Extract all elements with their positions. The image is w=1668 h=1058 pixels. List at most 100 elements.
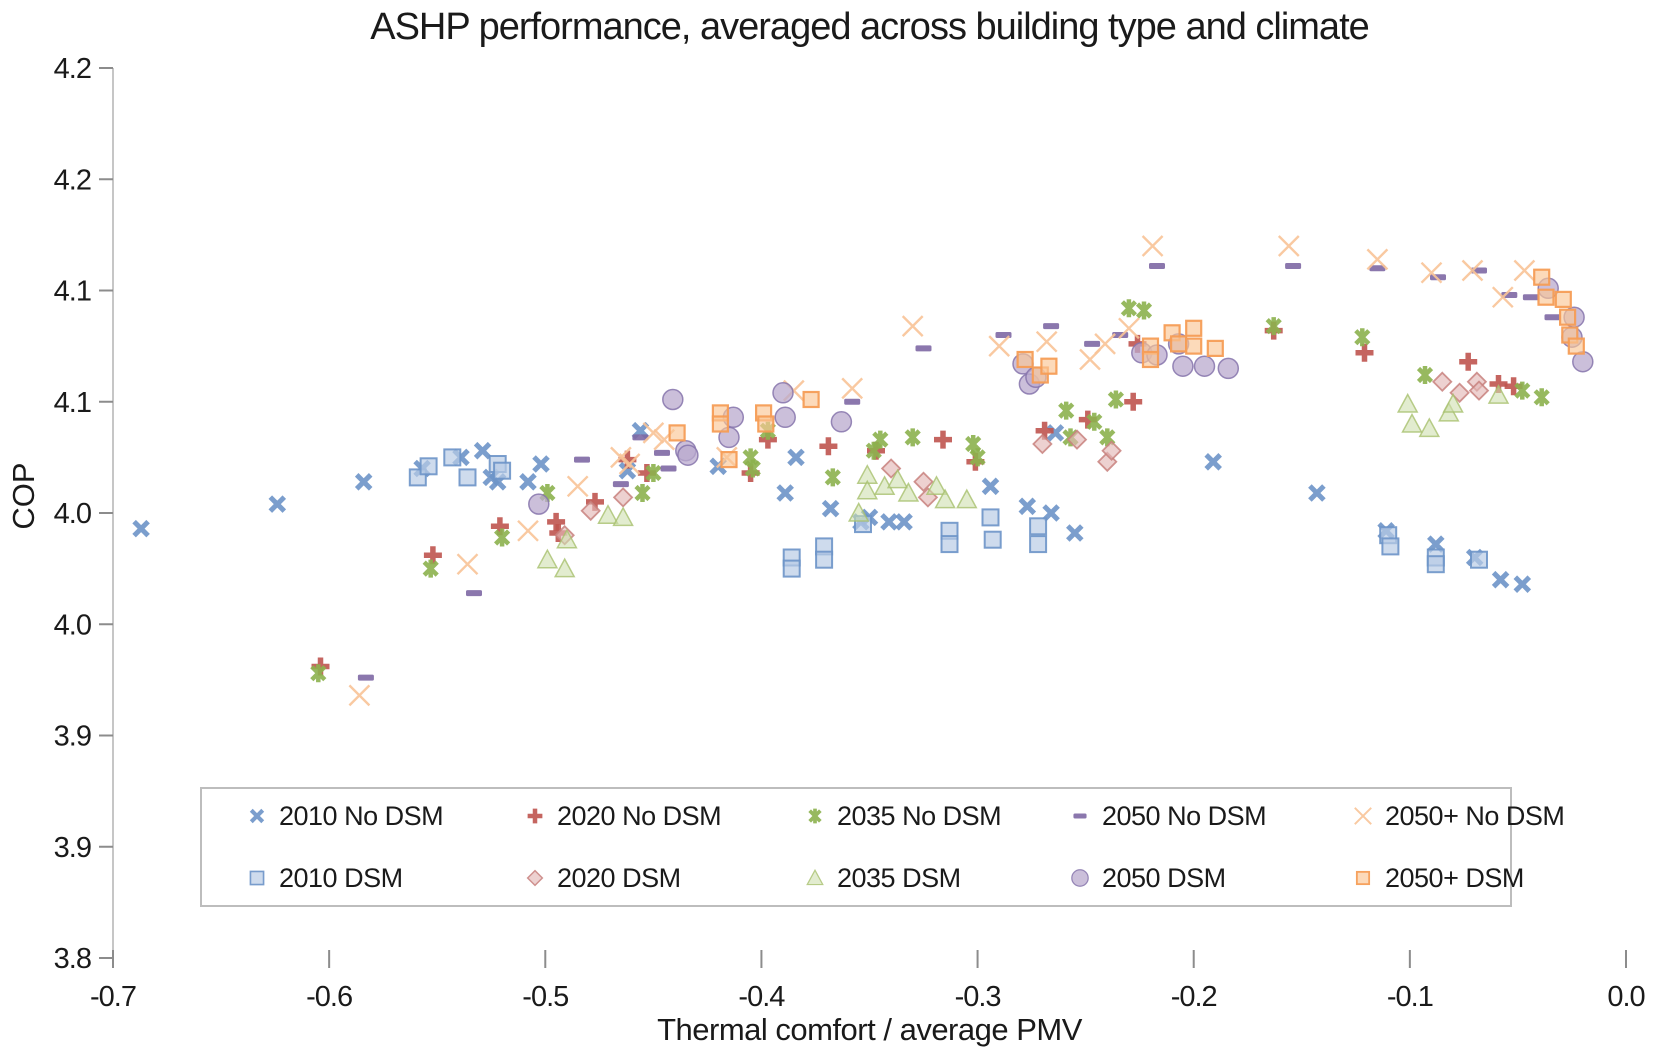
data-point-2050plus-no-dsm [1141,235,1164,257]
data-point-2050plus-dsm [1185,337,1203,355]
y-tick-label: 4.1 [54,276,91,308]
data-point-2050plus-no-dsm [566,475,589,498]
data-point-2010-no-dsm [880,513,898,531]
data-point-2050-no-dsm [1522,294,1539,301]
data-point-2050plus-no-dsm [618,453,641,475]
legend-label-2050plus-no-dsm: 2050+ No DSM [1385,800,1565,831]
data-point-2050-no-dsm [1544,314,1561,321]
x-tick-label: 0.0 [1607,981,1644,1013]
data-point-2050plus-no-dsm [610,446,632,469]
y-tick-label: 4.0 [54,498,91,530]
data-point-2035-no-dsm [1086,412,1103,431]
data-point-2050plus-dsm [720,451,738,469]
x-tick-label: -0.3 [955,981,1001,1013]
data-point-2010-dsm [782,559,801,578]
data-point-2035-dsm [934,488,956,509]
data-point-2050-no-dsm [632,434,649,441]
chart-title: ASHP performance, averaged across buildi… [370,6,1370,48]
data-point-2020-dsm [580,500,601,522]
data-point-2050-dsm [1217,357,1240,380]
data-point-2035-no-dsm [1058,401,1075,420]
data-point-2050plus-no-dsm [348,684,371,707]
data-point-2035-no-dsm [634,484,651,502]
data-point-2010-no-dsm [132,519,150,538]
data-point-2035-dsm [847,501,870,522]
data-point-2050-no-dsm [612,481,629,488]
y-tick-label: 3.9 [54,721,91,753]
y-tick-label: 4.2 [54,53,91,85]
y-tick-label: 4.2 [54,164,91,196]
data-point-2010-dsm [443,448,462,467]
diamond-icon [526,869,544,887]
data-point-2010-no-dsm [519,473,537,491]
data-point-2035-dsm [856,479,879,500]
data-point-2050plus-dsm [1554,290,1572,308]
data-point-2050-dsm [774,406,796,429]
data-point-2020-no-dsm [934,430,952,449]
data-point-2050plus-dsm [1567,337,1585,355]
data-point-2035-no-dsm [872,430,889,449]
x-tick-label: -0.4 [738,981,785,1013]
data-point-2050-dsm [772,382,794,404]
data-point-2010-no-dsm [532,455,550,473]
legend-item-2050-no-dsm: 2050 No DSM [1067,799,1267,833]
data-point-2050plus-dsm [1141,350,1160,369]
data-point-2035-no-dsm [1514,381,1531,400]
y-tick-label: 3.8 [54,943,91,975]
x-tick-label: -0.6 [306,981,352,1013]
data-point-2010-no-dsm [1513,575,1532,593]
data-point-2010-dsm [983,530,1002,549]
data-point-2035-no-dsm [494,528,511,547]
legend-label-2050-no-dsm: 2050 No DSM [1102,800,1267,831]
x-bold-icon [249,808,265,824]
data-point-2035-no-dsm [645,464,662,482]
x-axis-title: Thermal comfort / average PMV [657,1012,1082,1047]
data-point-2050-dsm [662,388,684,411]
data-point-2010-dsm [1426,555,1445,574]
data-point-2035-dsm [925,475,948,496]
data-point-2050plus-dsm [1206,339,1224,357]
y-tick-label: 3.9 [54,832,91,864]
data-point-2050-no-dsm [660,465,677,472]
legend-item-2050-dsm: 2050 DSM [1067,861,1226,895]
square-sm-icon [1355,870,1371,886]
data-point-2050-no-dsm [844,398,861,405]
legend-item-2010-dsm: 2010 DSM [244,861,403,895]
data-point-2035-dsm [956,488,978,509]
data-point-2035-no-dsm [744,459,761,478]
data-point-2035-no-dsm [422,559,439,578]
data-point-2010-dsm [1029,535,1048,554]
data-point-2020-no-dsm [819,437,838,456]
data-point-2050plus-no-dsm [1461,259,1484,282]
legend-label-2020-dsm: 2020 DSM [557,862,681,893]
data-point-2050plus-no-dsm [988,335,1011,357]
legend-label-2010-no-dsm: 2010 No DSM [279,800,444,831]
legend-label-2050-dsm: 2050 DSM [1102,862,1226,893]
data-point-2035-dsm [1396,392,1419,413]
data-point-2050plus-dsm [1016,350,1034,369]
y-tick-label: 4.1 [54,387,91,419]
data-point-2050-dsm [830,411,853,433]
data-point-2050plus-no-dsm [1094,333,1116,355]
data-point-2010-dsm [1470,550,1488,569]
data-point-2050plus-dsm [757,415,775,433]
data-point-2050plus-no-dsm [517,519,539,542]
data-point-2035-dsm [536,548,559,569]
data-point-2035-dsm [897,481,920,502]
data-point-2020-dsm [1066,429,1088,450]
data-point-2050plus-no-dsm [1277,235,1300,257]
legend-label-2035-no-dsm: 2035 No DSM [837,800,1002,831]
data-point-2050-dsm [677,444,699,466]
data-point-2050plus-dsm [1537,288,1555,306]
data-point-2050-no-dsm [466,590,482,597]
data-point-2010-no-dsm [1018,497,1037,516]
data-point-2050plus-dsm [802,390,820,409]
data-point-2035-no-dsm [1416,366,1434,384]
data-point-2050plus-no-dsm [1366,248,1389,271]
legend-item-2020-no-dsm: 2020 No DSM [522,799,722,833]
data-point-2035-no-dsm [310,664,327,683]
data-point-2010-no-dsm [473,441,492,460]
data-point-2035-dsm [1487,384,1510,404]
data-point-2035-dsm [612,506,634,527]
data-point-2035-no-dsm [824,468,841,487]
